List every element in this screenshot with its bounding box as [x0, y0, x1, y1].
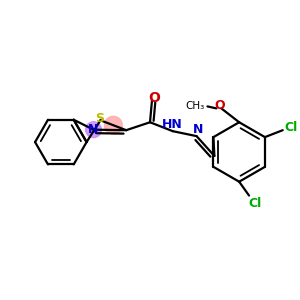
Text: Cl: Cl: [284, 121, 297, 134]
Circle shape: [104, 116, 122, 134]
Text: N: N: [194, 123, 204, 136]
Text: HN: HN: [161, 118, 182, 131]
Text: CH₃: CH₃: [185, 101, 204, 111]
Text: Cl: Cl: [248, 197, 262, 210]
Text: O: O: [214, 99, 225, 112]
Text: S: S: [95, 112, 104, 125]
Text: N: N: [88, 123, 99, 136]
Circle shape: [85, 122, 101, 138]
Text: O: O: [148, 92, 160, 106]
